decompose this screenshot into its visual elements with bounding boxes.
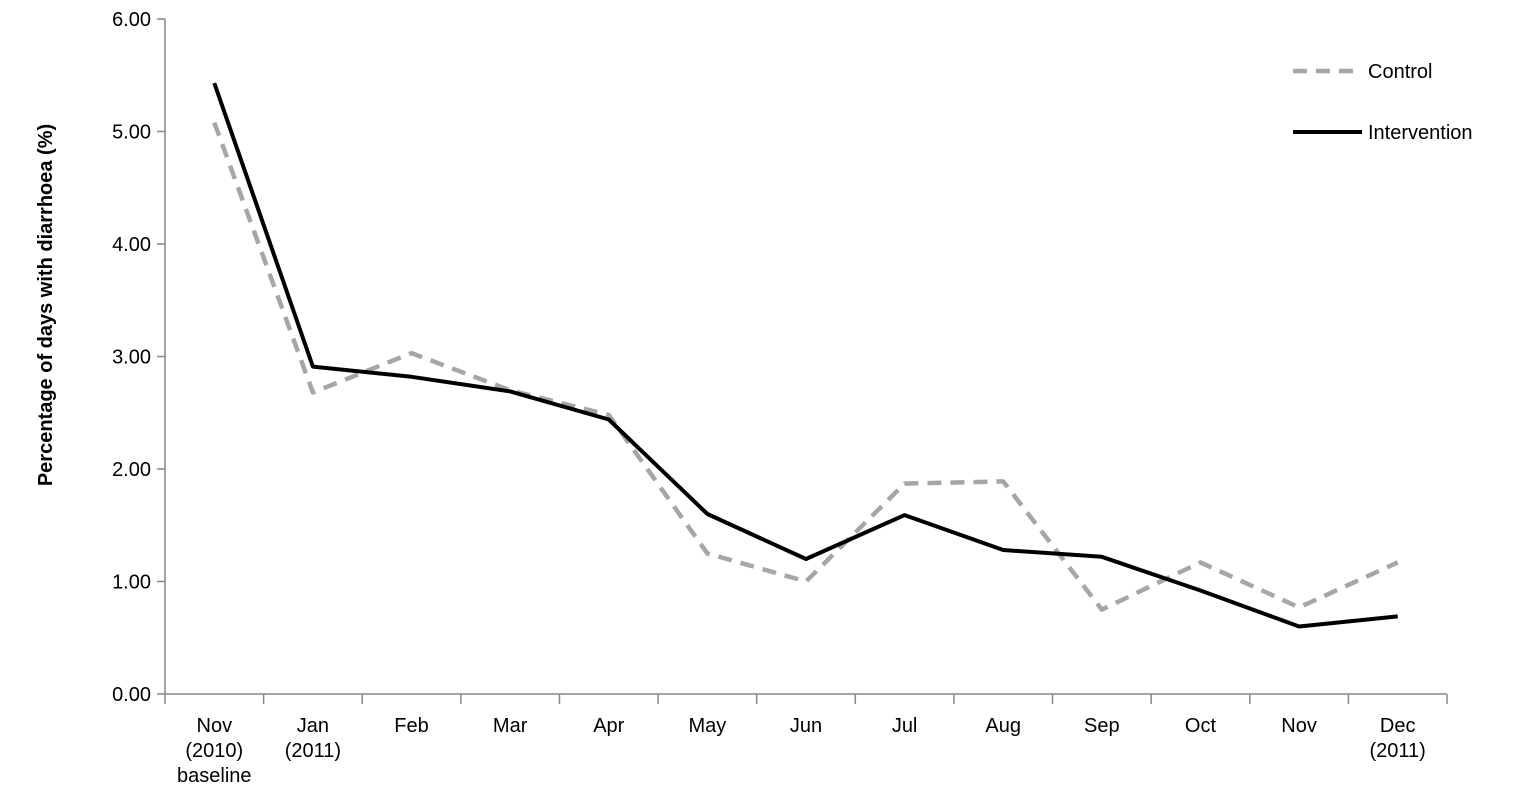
x-tick-label-line: Dec	[1380, 715, 1416, 737]
y-ticks: 0.00 1.00 2.00 3.00 4.00 5.00 6.00	[112, 9, 165, 706]
x-tick-label-line: Mar	[493, 715, 528, 737]
x-tick-label-line: Jun	[790, 715, 822, 737]
y-tick-label: 6.00	[112, 9, 151, 31]
x-tick-label: Jul	[892, 715, 918, 737]
y-axis-title: Percentage of days with diarrhoea (%)	[35, 124, 57, 486]
y-tick-label: 0.00	[112, 684, 151, 706]
axes	[164, 19, 1447, 695]
x-ticks: Nov (2010) baseline Jan (2011) Feb Mar Apr May Ju…	[164, 694, 1448, 787]
x-tick-label-line: (2011)	[285, 740, 341, 762]
x-tick-label: Apr	[593, 715, 624, 737]
x-tick-label: Feb	[394, 715, 428, 737]
x-tick-label: Oct	[1185, 715, 1217, 737]
y-tick-label: 5.00	[112, 122, 151, 144]
legend-label-intervention: Intervention	[1368, 122, 1473, 144]
x-tick-label: Jan (2011)	[285, 715, 341, 762]
x-tick-label: Mar	[493, 715, 528, 737]
x-tick-label: Nov (2010) baseline	[177, 715, 252, 787]
y-tick-label: 4.00	[112, 234, 151, 256]
x-tick-label-line: Aug	[985, 715, 1021, 737]
x-tick-label: Aug	[985, 715, 1021, 737]
x-tick-label: Dec (2011)	[1370, 715, 1426, 762]
series-layer	[212, 82, 1399, 629]
y-tick-label: 3.00	[112, 347, 151, 369]
x-tick-label: Sep	[1084, 715, 1120, 737]
series-line-control	[212, 121, 1399, 612]
x-tick-label-line: Oct	[1185, 715, 1217, 737]
legend-label-control: Control	[1368, 61, 1432, 83]
x-tick-label-line: (2011)	[1370, 740, 1426, 762]
x-tick-label-line: Sep	[1084, 715, 1120, 737]
x-tick-label-line: May	[688, 715, 726, 737]
x-tick-label: Nov	[1281, 715, 1317, 737]
x-tick-label-line: Nov	[1281, 715, 1317, 737]
series-line-intervention	[212, 82, 1398, 629]
x-tick-label-line: Apr	[593, 715, 624, 737]
x-tick-label-line: Jan	[297, 715, 329, 737]
x-tick-label: Jun	[790, 715, 822, 737]
x-tick-label: May	[688, 715, 726, 737]
y-tick-label: 2.00	[112, 459, 151, 481]
x-tick-label-line: (2010)	[185, 740, 243, 762]
y-tick-label: 1.00	[112, 572, 151, 594]
legend: Control Intervention	[1293, 61, 1473, 144]
x-tick-label-line: Jul	[892, 715, 918, 737]
x-tick-label-line: baseline	[177, 765, 252, 787]
x-tick-label-line: Nov	[197, 715, 233, 737]
x-tick-label-line: Feb	[394, 715, 428, 737]
